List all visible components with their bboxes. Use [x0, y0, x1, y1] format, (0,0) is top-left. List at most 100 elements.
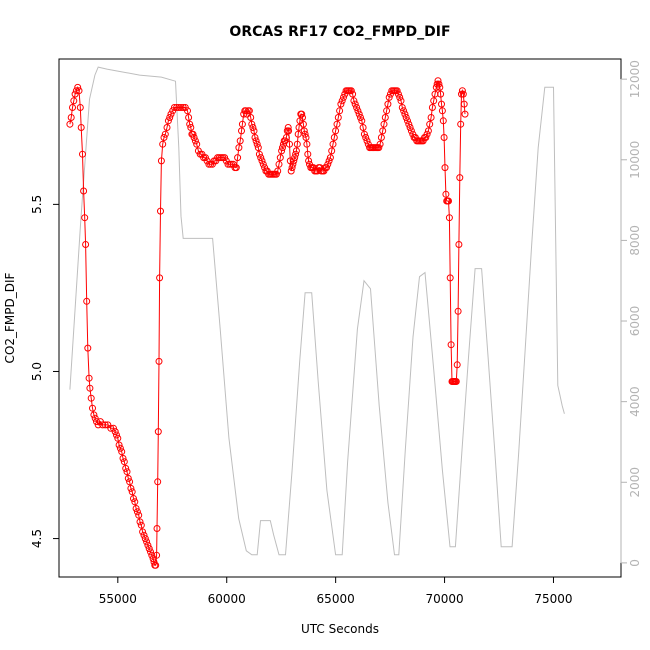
data-point — [458, 87, 466, 95]
data-point — [334, 114, 342, 121]
data-point — [302, 134, 310, 141]
data-point — [147, 548, 154, 556]
data-point — [84, 344, 92, 352]
data-point — [402, 114, 410, 121]
y-tick-label: 4.5 — [30, 529, 44, 548]
data-point — [93, 418, 100, 426]
y2-tick-label: 2000 — [628, 467, 642, 498]
data-point — [107, 424, 115, 432]
data-point — [145, 545, 153, 553]
data-point — [157, 157, 165, 165]
data-point — [428, 104, 436, 111]
data-point — [133, 508, 141, 516]
data-point — [405, 120, 413, 128]
data-point — [398, 104, 406, 111]
data-point — [258, 157, 266, 165]
data-point — [143, 538, 151, 546]
data-point — [128, 488, 136, 496]
data-point — [185, 114, 193, 121]
data-point — [201, 154, 209, 162]
data-point — [164, 117, 172, 125]
data-point — [435, 80, 443, 88]
data-point — [101, 421, 109, 429]
data-point — [284, 124, 292, 131]
data-point — [439, 117, 447, 125]
data-point — [249, 124, 257, 131]
data-point — [111, 428, 119, 436]
data-point — [333, 120, 341, 128]
data-point — [422, 134, 430, 141]
data-point — [274, 167, 282, 175]
data-point — [437, 90, 445, 98]
data-point — [82, 241, 90, 248]
data-point — [301, 130, 309, 138]
data-point — [72, 87, 80, 95]
data-point — [242, 107, 250, 115]
data-point — [115, 441, 123, 449]
data-point — [441, 164, 449, 172]
primary-series-line — [69, 80, 466, 566]
data-point — [459, 90, 467, 98]
data-point — [123, 468, 131, 476]
data-point — [144, 541, 152, 549]
y2-axis: 0 2000 4000 6000 8000 10000 12000 — [620, 60, 642, 567]
data-point — [406, 124, 414, 131]
data-point — [69, 104, 76, 111]
data-point — [349, 90, 357, 98]
data-point — [384, 100, 392, 108]
data-point — [191, 137, 199, 145]
data-point — [330, 134, 338, 141]
secondary-series — [69, 66, 565, 556]
data-point — [127, 484, 135, 492]
data-point — [426, 120, 434, 128]
data-point — [238, 127, 245, 135]
data-point — [71, 90, 79, 98]
data-point — [461, 110, 469, 118]
data-point — [355, 110, 363, 118]
y2-tick-label: 0 — [628, 559, 642, 567]
data-point — [454, 307, 462, 315]
data-point — [156, 274, 164, 282]
data-point — [150, 558, 158, 566]
data-point — [184, 107, 191, 115]
data-point — [259, 160, 267, 168]
data-point — [291, 154, 299, 162]
data-point — [299, 120, 307, 128]
data-point — [436, 83, 444, 91]
data-point — [434, 77, 442, 85]
data-point — [254, 144, 262, 152]
data-point — [126, 478, 134, 486]
data-point — [75, 87, 83, 95]
plot-frame — [58, 58, 622, 578]
data-point — [375, 144, 383, 152]
data-point — [285, 127, 293, 135]
data-point — [238, 120, 246, 128]
data-point — [424, 127, 432, 135]
data-point — [152, 561, 160, 569]
y2-tick-label: 4000 — [628, 386, 642, 417]
data-point — [255, 150, 263, 158]
y-tick-label: 5.0 — [30, 362, 44, 381]
data-point — [438, 107, 446, 115]
y2-tick-label: 6000 — [628, 306, 642, 337]
x-tick-label: 70000 — [425, 592, 463, 606]
data-point — [247, 114, 255, 121]
data-point — [245, 107, 253, 115]
data-point — [292, 150, 300, 158]
data-point — [132, 505, 140, 512]
data-point — [292, 147, 300, 155]
data-point — [257, 154, 265, 162]
data-point — [193, 140, 201, 148]
data-point — [281, 137, 289, 145]
data-point — [154, 478, 162, 486]
y-axis: 4.5 5.0 5.5 — [30, 195, 60, 548]
data-point — [381, 114, 389, 121]
data-point — [336, 107, 344, 115]
data-point — [275, 160, 283, 168]
data-point — [326, 154, 334, 162]
primary-series — [66, 77, 469, 569]
data-point — [460, 100, 468, 108]
data-point — [179, 104, 187, 111]
data-point — [385, 93, 393, 101]
data-point — [329, 140, 337, 148]
